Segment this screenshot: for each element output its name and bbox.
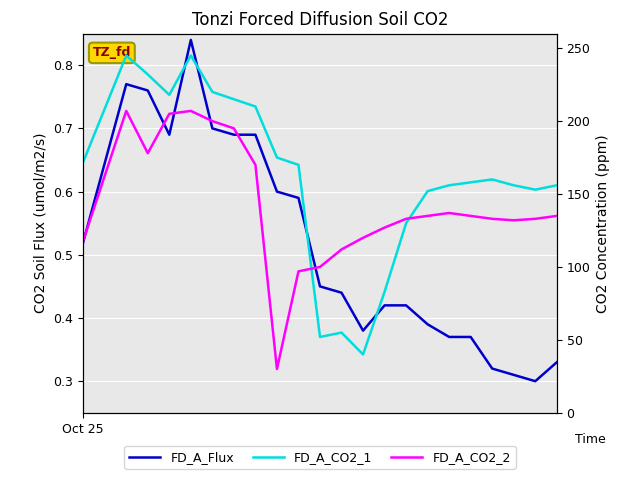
Legend: FD_A_Flux, FD_A_CO2_1, FD_A_CO2_2: FD_A_Flux, FD_A_CO2_1, FD_A_CO2_2 (124, 446, 516, 469)
FD_A_Flux (445, 334, 453, 340)
Line: FD_A_Flux: FD_A_Flux (83, 40, 557, 381)
FD_A_CO2_2 (381, 225, 388, 230)
FD_A_CO2_1 (144, 72, 152, 77)
Y-axis label: CO2 Concentration (ppm): CO2 Concentration (ppm) (596, 134, 610, 312)
Text: TZ_fd: TZ_fd (93, 47, 131, 60)
FD_A_CO2_1 (166, 92, 173, 98)
FD_A_CO2_1 (359, 351, 367, 357)
FD_A_Flux (273, 189, 281, 194)
FD_A_CO2_2 (166, 111, 173, 117)
FD_A_Flux (488, 366, 496, 372)
FD_A_Flux (359, 328, 367, 334)
FD_A_CO2_1 (467, 180, 474, 185)
FD_A_CO2_2 (209, 118, 216, 124)
FD_A_CO2_2 (144, 150, 152, 156)
FD_A_CO2_1 (294, 162, 302, 168)
FD_A_Flux (166, 132, 173, 138)
FD_A_CO2_2 (510, 217, 518, 223)
FD_A_CO2_2 (553, 213, 561, 219)
FD_A_Flux (230, 132, 237, 138)
FD_A_CO2_2 (79, 238, 87, 243)
FD_A_Flux (553, 360, 561, 365)
FD_A_Flux (79, 239, 87, 245)
FD_A_Flux (403, 302, 410, 308)
Line: FD_A_CO2_1: FD_A_CO2_1 (83, 56, 557, 354)
FD_A_CO2_2 (424, 213, 431, 219)
FD_A_CO2_1 (553, 182, 561, 188)
FD_A_CO2_2 (338, 247, 346, 252)
FD_A_Flux (467, 334, 474, 340)
FD_A_CO2_1 (187, 53, 195, 59)
FD_A_CO2_1 (338, 330, 346, 336)
FD_A_CO2_2 (488, 216, 496, 222)
FD_A_Flux (381, 302, 388, 308)
FD_A_Flux (531, 378, 539, 384)
FD_A_CO2_2 (252, 162, 259, 168)
FD_A_CO2_1 (252, 104, 259, 109)
FD_A_Flux (294, 195, 302, 201)
FD_A_CO2_1 (273, 155, 281, 160)
FD_A_CO2_2 (316, 264, 324, 270)
FD_A_CO2_2 (187, 108, 195, 114)
Title: Tonzi Forced Diffusion Soil CO2: Tonzi Forced Diffusion Soil CO2 (192, 11, 448, 29)
FD_A_Flux (316, 284, 324, 289)
FD_A_CO2_1 (122, 53, 130, 59)
FD_A_CO2_2 (359, 235, 367, 240)
FD_A_CO2_2 (273, 366, 281, 372)
FD_A_CO2_1 (209, 89, 216, 95)
FD_A_Flux (187, 37, 195, 43)
Y-axis label: CO2 Soil Flux (umol/m2/s): CO2 Soil Flux (umol/m2/s) (34, 133, 48, 313)
FD_A_CO2_2 (531, 216, 539, 222)
FD_A_CO2_2 (467, 213, 474, 219)
FD_A_Flux (209, 125, 216, 131)
Line: FD_A_CO2_2: FD_A_CO2_2 (83, 111, 557, 369)
FD_A_Flux (510, 372, 518, 378)
FD_A_CO2_1 (488, 177, 496, 182)
FD_A_CO2_2 (230, 125, 237, 131)
FD_A_CO2_1 (510, 182, 518, 188)
FD_A_CO2_1 (230, 96, 237, 102)
FD_A_CO2_1 (531, 187, 539, 192)
FD_A_CO2_2 (122, 108, 130, 114)
FD_A_CO2_2 (403, 216, 410, 222)
FD_A_CO2_1 (424, 188, 431, 194)
FD_A_Flux (122, 81, 130, 87)
FD_A_Flux (144, 87, 152, 93)
FD_A_Flux (424, 322, 431, 327)
Text: Time: Time (575, 433, 605, 446)
FD_A_CO2_1 (79, 159, 87, 165)
FD_A_CO2_1 (316, 334, 324, 340)
FD_A_CO2_1 (445, 182, 453, 188)
FD_A_CO2_1 (381, 289, 388, 295)
FD_A_CO2_2 (445, 210, 453, 216)
FD_A_Flux (252, 132, 259, 138)
FD_A_CO2_2 (294, 268, 302, 274)
FD_A_CO2_1 (403, 220, 410, 226)
FD_A_Flux (338, 290, 346, 296)
